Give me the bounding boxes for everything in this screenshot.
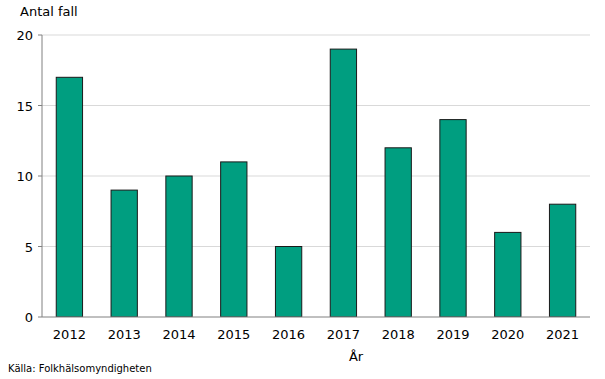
y-tick — [38, 105, 42, 106]
x-axis-title: År — [349, 349, 364, 364]
y-tick-label: 0 — [25, 310, 33, 325]
x-tick-label: 2014 — [162, 327, 195, 342]
x-tick-label: 2015 — [217, 327, 250, 342]
bar — [330, 49, 356, 317]
bar — [495, 232, 521, 317]
x-tick-label: 2021 — [546, 327, 579, 342]
y-tick — [38, 35, 42, 36]
bar — [56, 77, 82, 317]
x-axis-line — [42, 317, 590, 318]
chart-root: 0 5 10 15 20 2012 2013 2014 2015 2016 2017 2018 2019… — [0, 0, 605, 379]
x-tick-label: 2017 — [327, 327, 360, 342]
y-axis-title: Antal fall — [20, 4, 78, 19]
grid-line — [42, 35, 590, 36]
y-tick — [38, 317, 42, 318]
x-tick-label: 2020 — [491, 327, 524, 342]
x-tick-label: 2016 — [272, 327, 305, 342]
bar — [166, 176, 192, 317]
bar — [221, 162, 247, 317]
bar — [385, 148, 411, 317]
x-tick-label: 2012 — [53, 327, 86, 342]
grid-line — [42, 176, 590, 177]
y-tick-label: 15 — [16, 99, 33, 114]
x-tick-label: 2013 — [108, 327, 141, 342]
chart-svg: 0 5 10 15 20 2012 2013 2014 2015 2016 2017 2018 2019… — [0, 0, 605, 379]
y-tick — [38, 246, 42, 247]
y-tick — [38, 176, 42, 177]
y-axis-line — [42, 35, 43, 317]
grid-line — [42, 105, 590, 106]
source-note: Källa: Folkhälsomyndigheten — [8, 363, 152, 374]
bar — [549, 204, 575, 317]
x-tick-label: 2018 — [382, 327, 415, 342]
bar — [275, 247, 301, 318]
y-tick-label: 5 — [25, 240, 33, 255]
bars — [56, 49, 576, 317]
y-tick-label: 10 — [16, 169, 33, 184]
x-tick-label: 2019 — [436, 327, 469, 342]
bar — [440, 120, 466, 317]
bar — [111, 190, 137, 317]
y-tick-label: 20 — [16, 28, 33, 43]
